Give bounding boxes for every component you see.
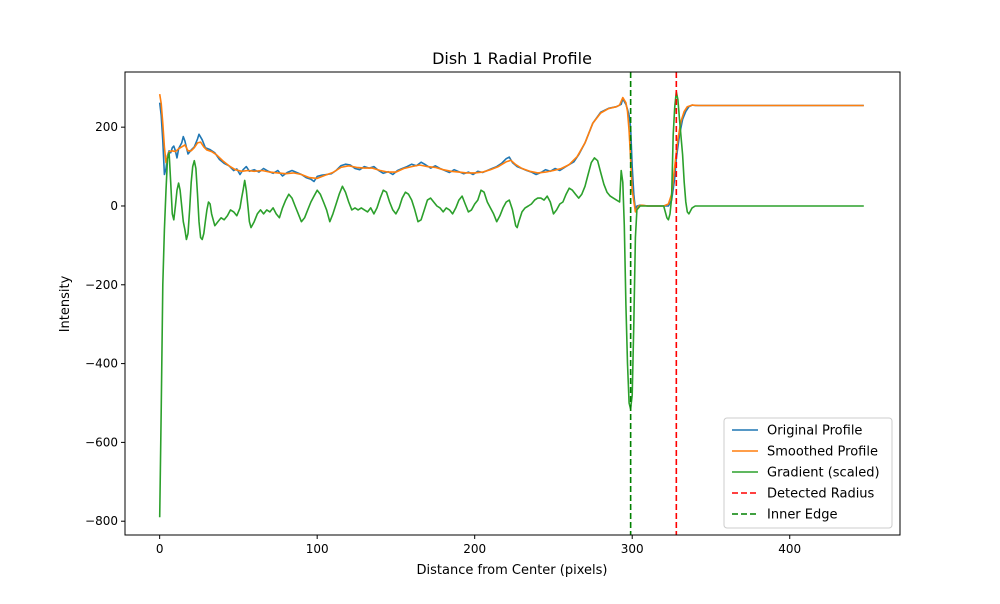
- x-tick-label: 0: [156, 542, 164, 556]
- legend-label: Gradient (scaled): [767, 466, 880, 481]
- x-tick-label: 300: [621, 542, 644, 556]
- legend-label: Original Profile: [767, 424, 862, 439]
- legend-label: Smoothed Profile: [767, 445, 878, 460]
- y-axis-label: Intensity: [58, 275, 73, 332]
- y-tick-label: −400: [85, 357, 118, 371]
- y-tick-label: −600: [85, 435, 118, 449]
- legend-label: Inner Edge: [767, 508, 838, 523]
- series-line-original-profile: [158, 98, 864, 211]
- series-line-smoothed-profile: [158, 93, 864, 213]
- chart-title: Dish 1 Radial Profile: [432, 49, 592, 68]
- y-tick-label: 200: [95, 120, 118, 134]
- y-tick-label: 0: [110, 199, 118, 213]
- legend: Original Profile Smoothed Profile Gradient…: [723, 417, 893, 529]
- x-axis-label: Distance from Center (pixels): [417, 563, 608, 578]
- series-line-gradient-scaled: [158, 90, 864, 518]
- x-tick-label: 400: [778, 542, 801, 556]
- x-tick-label: 100: [306, 542, 329, 556]
- legend-box: [723, 417, 893, 529]
- legend-label: Detected Radius: [767, 487, 875, 502]
- x-tick-label: 200: [463, 542, 486, 556]
- y-tick-label: −800: [85, 514, 118, 528]
- y-tick-label: −200: [85, 278, 118, 292]
- plot-frame: [124, 71, 901, 536]
